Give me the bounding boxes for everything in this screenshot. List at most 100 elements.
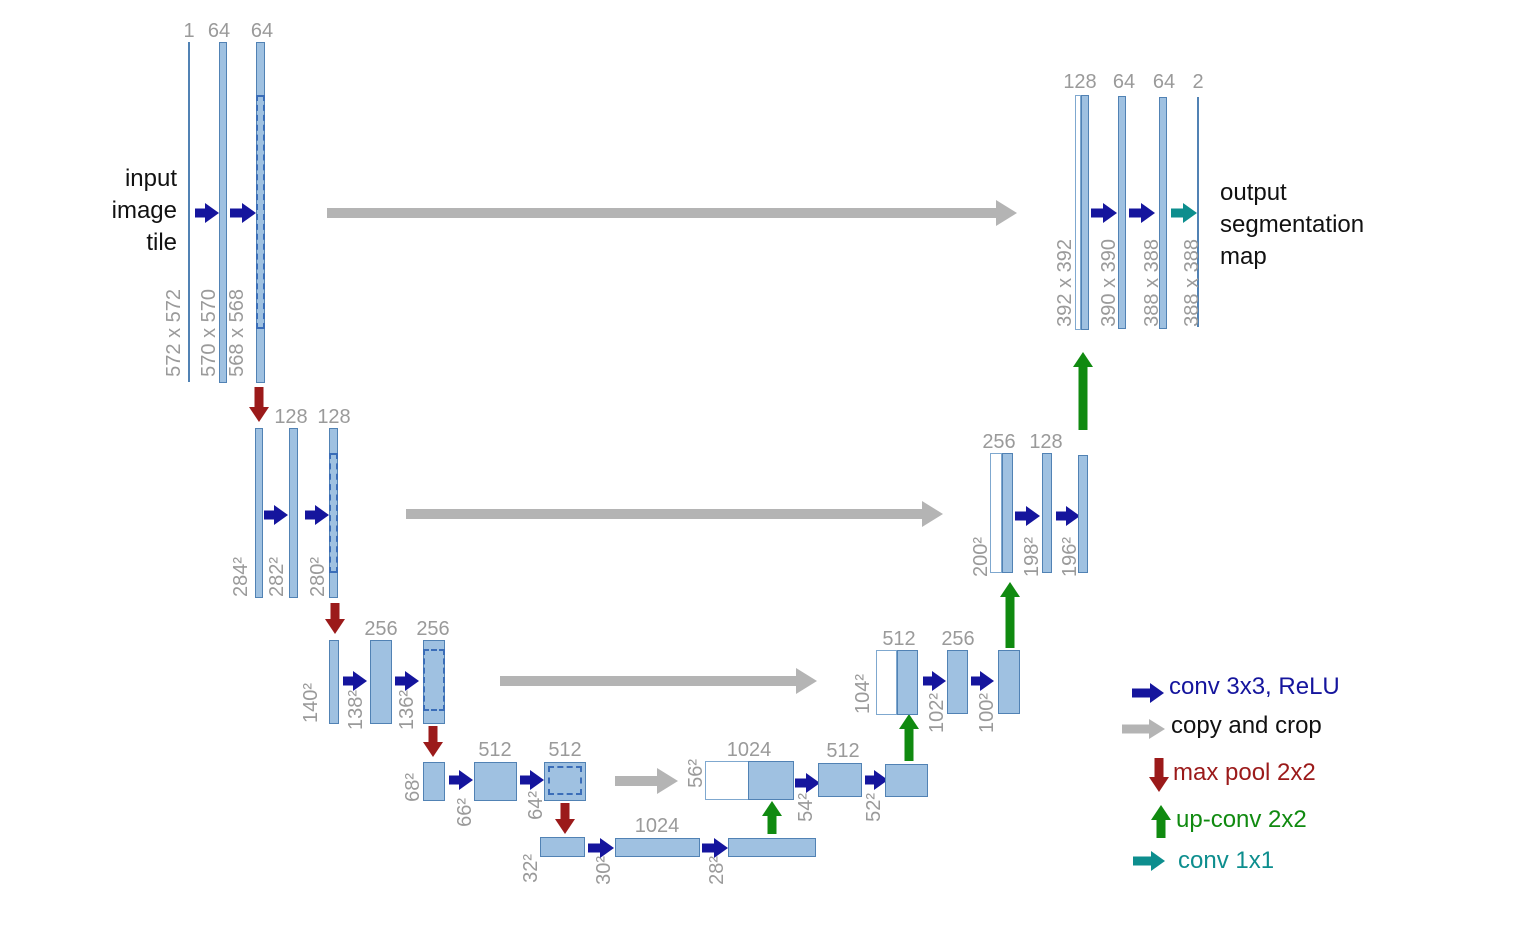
- channel-count: 64: [207, 20, 231, 42]
- feature-map-102: [947, 650, 968, 714]
- legend-conv3x3-label: conv 3x3, ReLU: [1169, 673, 1340, 700]
- copy-crop-arrow-icon: [406, 500, 943, 527]
- feature-map-390: [1118, 96, 1126, 329]
- dim-label: 196²: [1059, 536, 1081, 577]
- feature-map-68: [423, 762, 445, 801]
- output-label-line: segmentation: [1220, 211, 1365, 238]
- conv3x3-arrow-icon: [195, 202, 219, 223]
- copied-feature-map-200: [990, 453, 1002, 573]
- crop-region-dashes: [548, 766, 582, 795]
- up-conv-arrow-icon: [1073, 352, 1093, 430]
- channel-count: 2: [1192, 71, 1204, 93]
- channel-count: 256: [416, 618, 450, 640]
- dim-label: 284²: [230, 556, 252, 597]
- conv3x3-arrow-icon: [588, 837, 614, 858]
- dim-label: 68²: [402, 773, 424, 802]
- input-image-tile-label: input image tile: [62, 163, 177, 259]
- dim-label: 138²: [345, 689, 367, 730]
- copy-crop-arrow-icon: [500, 667, 817, 694]
- dim-label: 100²: [976, 692, 998, 733]
- dim-label: 280²: [307, 556, 329, 597]
- dim-label: 568 x 568: [226, 289, 248, 377]
- channel-count: 1024: [726, 739, 772, 761]
- dim-label: 56²: [685, 759, 707, 788]
- up-conv-arrow-icon: [761, 801, 782, 834]
- conv3x3-arrow-icon: [1015, 506, 1040, 526]
- dim-label: 54²: [795, 793, 817, 822]
- conv3x3-arrow-icon: [343, 670, 367, 691]
- output-label-line: output: [1220, 179, 1287, 206]
- dim-label: 28²: [706, 856, 728, 885]
- channel-count: 1024: [634, 815, 680, 837]
- output-segmentation-map-388: [1197, 97, 1199, 327]
- dim-label: 140²: [300, 682, 322, 723]
- channel-count: 128: [274, 406, 308, 428]
- conv3x3-arrow-icon: [395, 670, 419, 691]
- conv3x3-arrow-icon: [702, 837, 728, 858]
- dim-label: 388 x 388: [1181, 239, 1203, 327]
- feature-map-138: [370, 640, 392, 724]
- feature-map-66: [474, 762, 517, 801]
- dim-label: 200²: [970, 536, 992, 577]
- upconv-feature-map-200: [1002, 453, 1013, 573]
- dim-label: 390 x 390: [1098, 239, 1120, 327]
- dim-label: 104²: [852, 673, 874, 714]
- feature-map-64-copied: [544, 762, 586, 801]
- conv3x3-arrow-icon: [923, 670, 946, 691]
- copied-feature-map-104: [876, 650, 897, 715]
- dim-label: 572 x 572: [163, 289, 185, 377]
- feature-map-28: [728, 838, 816, 857]
- channel-count: 128: [317, 406, 351, 428]
- conv3x3-arrow-icon: [449, 769, 473, 790]
- feature-map-32: [540, 837, 585, 857]
- channel-count: 128: [1029, 431, 1063, 453]
- dim-label: 66²: [454, 798, 476, 827]
- channel-count: 256: [941, 628, 975, 650]
- legend-max-pool-arrow-icon: [1148, 758, 1169, 792]
- conv3x3-arrow-icon: [230, 202, 256, 223]
- dim-label: 570 x 570: [198, 289, 220, 377]
- conv3x3-arrow-icon: [865, 770, 888, 790]
- feature-map-196: [1078, 455, 1088, 573]
- feature-map-568-copied: [256, 42, 265, 383]
- legend-copy-crop-arrow-icon: [1122, 718, 1165, 739]
- input-label-line: input: [124, 165, 177, 192]
- dim-label: 32²: [520, 854, 542, 883]
- upconv-feature-map-104: [897, 650, 918, 715]
- feature-map-388: [1159, 97, 1167, 329]
- dim-label: 30²: [593, 856, 615, 885]
- feature-map-input-572: [188, 42, 190, 382]
- conv3x3-arrow-icon: [1091, 203, 1117, 223]
- crop-region-dashes: [329, 453, 338, 573]
- crop-region-dashes: [423, 649, 445, 711]
- feature-map-54: [818, 763, 862, 797]
- feature-map-280-copied: [329, 428, 338, 598]
- legend-up-conv-arrow-icon: [1150, 805, 1171, 838]
- feature-map-140: [329, 640, 339, 724]
- upconv-feature-map-56: [748, 761, 794, 800]
- channel-count: 64: [1112, 71, 1136, 93]
- feature-map-282: [289, 428, 298, 598]
- feature-map-570: [219, 42, 227, 383]
- legend-conv1x1-label: conv 1x1: [1178, 847, 1275, 874]
- channel-count: 512: [478, 739, 512, 761]
- channel-count: 64: [250, 20, 274, 42]
- channel-count: 512: [548, 739, 582, 761]
- conv3x3-arrow-icon: [520, 769, 544, 790]
- dim-label: 392 x 392: [1054, 239, 1076, 327]
- channel-count: 512: [826, 740, 860, 762]
- up-conv-arrow-icon: [999, 582, 1020, 648]
- conv3x3-arrow-icon: [264, 504, 288, 525]
- channel-count: 256: [364, 618, 398, 640]
- up-conv-arrow-icon: [898, 714, 919, 761]
- copied-feature-map-56: [705, 761, 749, 800]
- dim-label: 102²: [926, 692, 948, 733]
- crop-region-dashes: [256, 95, 265, 329]
- channel-count: 128: [1063, 71, 1097, 93]
- dim-label: 198²: [1021, 536, 1043, 577]
- channel-count: 64: [1152, 71, 1176, 93]
- channel-count: 512: [882, 628, 916, 650]
- input-label-line: tile: [146, 229, 177, 256]
- dim-label: 64²: [525, 791, 547, 820]
